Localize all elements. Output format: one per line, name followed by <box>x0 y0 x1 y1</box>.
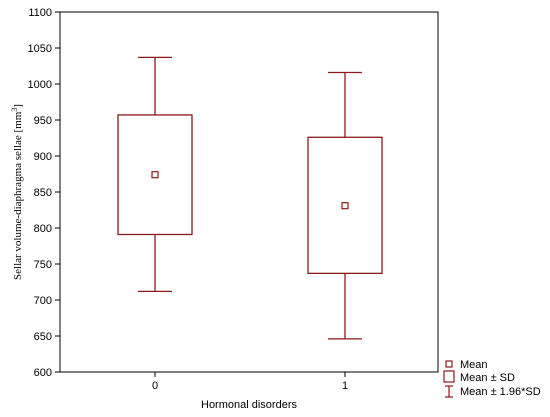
mean-marker <box>341 202 349 210</box>
boxes-group <box>117 56 383 340</box>
legend-mean-label: Mean <box>460 359 488 371</box>
y-tick-label: 650 <box>34 331 52 343</box>
y-axis-title-superscript: 3 <box>10 108 19 112</box>
y-axis: 600 650 700 750 800 850 900 950 1000 1050 1100 <box>28 7 60 379</box>
mean-marker <box>151 171 159 179</box>
legend-ci-label: Mean ± 1.96*SD <box>460 386 541 398</box>
legend-mean-icon <box>445 360 453 368</box>
y-tick-label: 1100 <box>28 7 52 19</box>
legend: Mean Mean ± SD Mean ± 1.96*SD <box>443 359 541 398</box>
y-axis-title: Sellar volume-diaphragma sellae [mm3] <box>10 104 25 280</box>
sd-box <box>307 136 383 275</box>
y-axis-title-main: Sellar volume-diaphragma sellae [mm <box>12 111 24 280</box>
legend-sd-icon <box>443 370 455 383</box>
x-axis-title: Hormonal disorders <box>201 399 297 411</box>
plot-area-frame <box>59 11 439 373</box>
y-tick-label: 600 <box>34 367 52 379</box>
x-tick-label: 1 <box>342 380 348 392</box>
y-tick-label: 700 <box>34 295 52 307</box>
sd-box <box>117 114 193 236</box>
y-tick-label: 1050 <box>28 43 52 55</box>
y-tick-label: 1000 <box>28 79 52 91</box>
y-tick-label: 950 <box>34 115 52 127</box>
legend-sd-label: Mean ± SD <box>460 372 515 384</box>
y-tick-label: 800 <box>34 223 52 235</box>
x-tick-label: 0 <box>152 380 158 392</box>
y-tick-label: 850 <box>34 187 52 199</box>
y-tick-label: 750 <box>34 259 52 271</box>
y-tick-label: 900 <box>34 151 52 163</box>
y-axis-title-end: ] <box>12 104 24 108</box>
